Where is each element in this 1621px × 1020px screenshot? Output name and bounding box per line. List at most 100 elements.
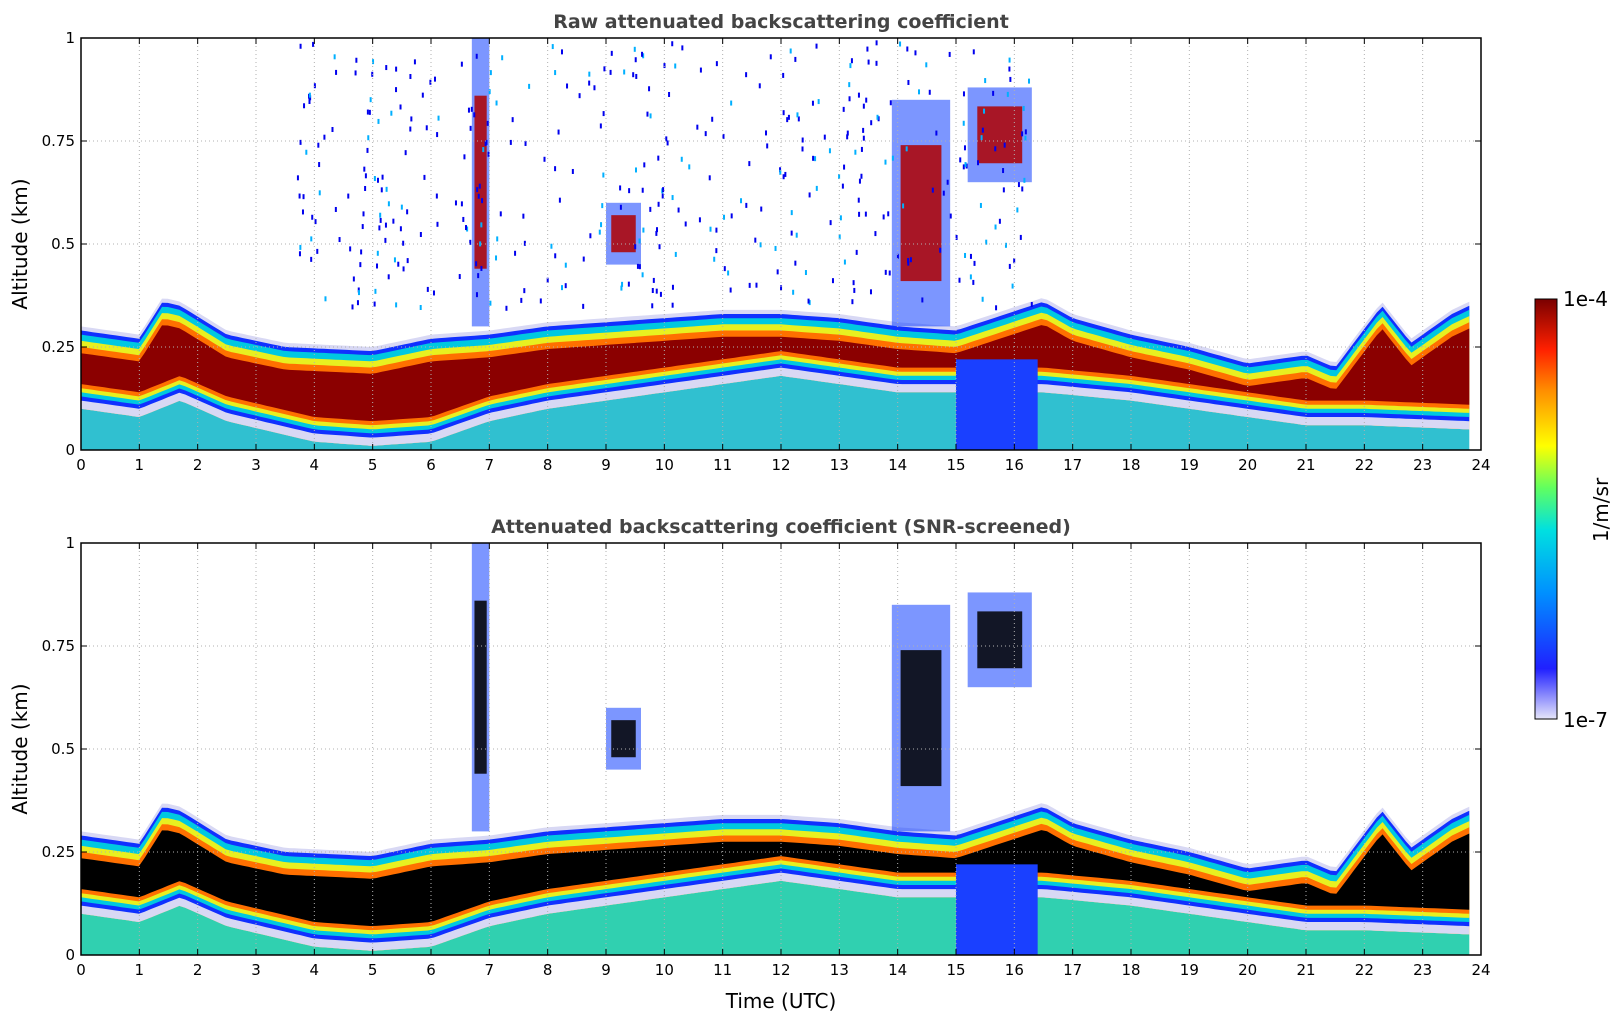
p1-noise-pixel (602, 172, 605, 178)
p1-noise-pixel (406, 209, 409, 215)
p1-noise-pixel (366, 109, 369, 115)
p1-noise-pixel (603, 66, 606, 72)
p1-noise-pixel (862, 135, 865, 141)
p1-noise-pixel (887, 211, 890, 217)
p1-noise-pixel (473, 112, 476, 118)
p1-noise-pixel (318, 190, 321, 196)
p1-noise-pixel (352, 276, 355, 282)
p1-cloud-core-2 (474, 95, 487, 269)
p1-noise-pixel (560, 285, 563, 291)
p1-noise-pixel (310, 236, 313, 242)
p1-noise-pixel (399, 226, 402, 232)
p1-x-tick-label: 5 (368, 456, 378, 474)
panel-screened-plot-area (81, 543, 1470, 955)
p1-noise-pixel (949, 213, 952, 219)
p1-noise-pixel (564, 283, 567, 289)
p1-noise-pixel (432, 290, 435, 296)
p1-noise-pixel (858, 211, 861, 217)
p1-noise-pixel (955, 234, 958, 240)
p1-noise-pixel (620, 285, 623, 291)
p2-surface-band (81, 880, 1470, 955)
p1-noise-pixel (985, 239, 988, 245)
p1-noise-pixel (711, 116, 714, 122)
p1-noise-pixel (972, 49, 975, 55)
p1-noise-pixel (877, 116, 880, 122)
p1-noise-pixel (523, 288, 526, 294)
p1-noise-pixel (838, 234, 841, 240)
p1-noise-pixel (435, 193, 438, 199)
p1-x-tick-label: 19 (1180, 456, 1199, 474)
p1-noise-pixel (477, 273, 480, 279)
p1-surface-band (81, 375, 1470, 450)
p1-noise-pixel (864, 211, 867, 217)
p1-noise-pixel (635, 167, 638, 173)
p1-noise-pixel (384, 237, 387, 243)
p1-noise-pixel (855, 249, 858, 255)
p1-noise-pixel (317, 142, 320, 148)
p1-noise-pixel (392, 218, 395, 224)
p1-noise-pixel (641, 51, 644, 57)
p1-noise-pixel (309, 95, 312, 101)
p1-noise-pixel (376, 177, 379, 183)
p1-noise-pixel (638, 264, 641, 270)
p1-noise-pixel (958, 277, 961, 283)
p1-noise-pixel (709, 226, 712, 232)
p1-noise-pixel (426, 286, 429, 292)
panel-screened-y-ticks: 0 0.25 0.5 0.75 1 (42, 534, 1481, 964)
p2-y-tick-label: 0.75 (42, 637, 75, 655)
p1-noise-pixel (520, 297, 523, 303)
p1-noise-pixel (621, 281, 624, 287)
p1-noise-pixel (643, 162, 646, 168)
p1-noise-pixel (313, 83, 316, 89)
p1-noise-pixel (539, 298, 542, 304)
p1-noise-pixel (1013, 258, 1016, 264)
p1-noise-pixel (745, 202, 748, 208)
p1-noise-pixel (907, 258, 910, 264)
p1-noise-pixel (851, 299, 854, 305)
p2-x-tick-label: 4 (310, 961, 320, 979)
p1-x-tick-label: 16 (1005, 456, 1024, 474)
p1-noise-pixel (754, 237, 757, 243)
p1-noise-pixel (801, 146, 804, 152)
p1-noise-pixel (962, 91, 965, 97)
p1-noise-pixel (790, 230, 793, 236)
p1-noise-pixel (355, 57, 358, 63)
p1-noise-pixel (831, 278, 834, 284)
panel-screened-grid (81, 543, 1481, 955)
p1-noise-pixel (862, 103, 865, 109)
p1-noise-pixel (850, 58, 853, 64)
p1-noise-pixel (619, 204, 622, 210)
p1-noise-pixel (779, 169, 782, 175)
p1-cloud-core-3 (611, 215, 636, 253)
p1-noise-pixel (387, 274, 390, 280)
p1-noise-pixel (641, 187, 644, 193)
p2-x-tick-label: 10 (655, 961, 674, 979)
p1-noise-pixel (849, 63, 852, 69)
p1-noise-pixel (848, 96, 851, 102)
p1-noise-pixel (708, 175, 711, 181)
p1-noise-pixel (797, 116, 800, 122)
p1-noise-pixel (801, 137, 804, 143)
p1-noise-pixel (578, 93, 581, 99)
p1-noise-pixel (891, 155, 894, 161)
p1-noise-pixel (400, 204, 403, 210)
p1-noise-pixel (406, 258, 409, 264)
p1-noise-pixel (774, 245, 777, 251)
p1-noise-pixel (994, 224, 997, 230)
p1-noise-pixel (477, 193, 480, 199)
panel-raw-y-ticks: 0 0.25 0.5 0.75 1 (42, 29, 1481, 459)
panel-raw-y-label: Altitude (km) (8, 178, 32, 309)
colorbar-gradient (1534, 298, 1558, 720)
p1-x-tick-label: 14 (888, 456, 907, 474)
p1-noise-pixel (808, 192, 811, 198)
p1-noise-pixel (995, 305, 998, 311)
p2-x-tick-label: 7 (485, 961, 495, 979)
p2-x-tick-label: 2 (193, 961, 203, 979)
p1-noise-pixel (486, 120, 489, 126)
p1-noise-pixel (729, 287, 732, 293)
p1-noise-pixel (589, 233, 592, 239)
p1-y-tick-label: 0.25 (42, 338, 75, 356)
p1-noise-pixel (671, 284, 674, 290)
p1-noise-pixel (554, 166, 557, 172)
